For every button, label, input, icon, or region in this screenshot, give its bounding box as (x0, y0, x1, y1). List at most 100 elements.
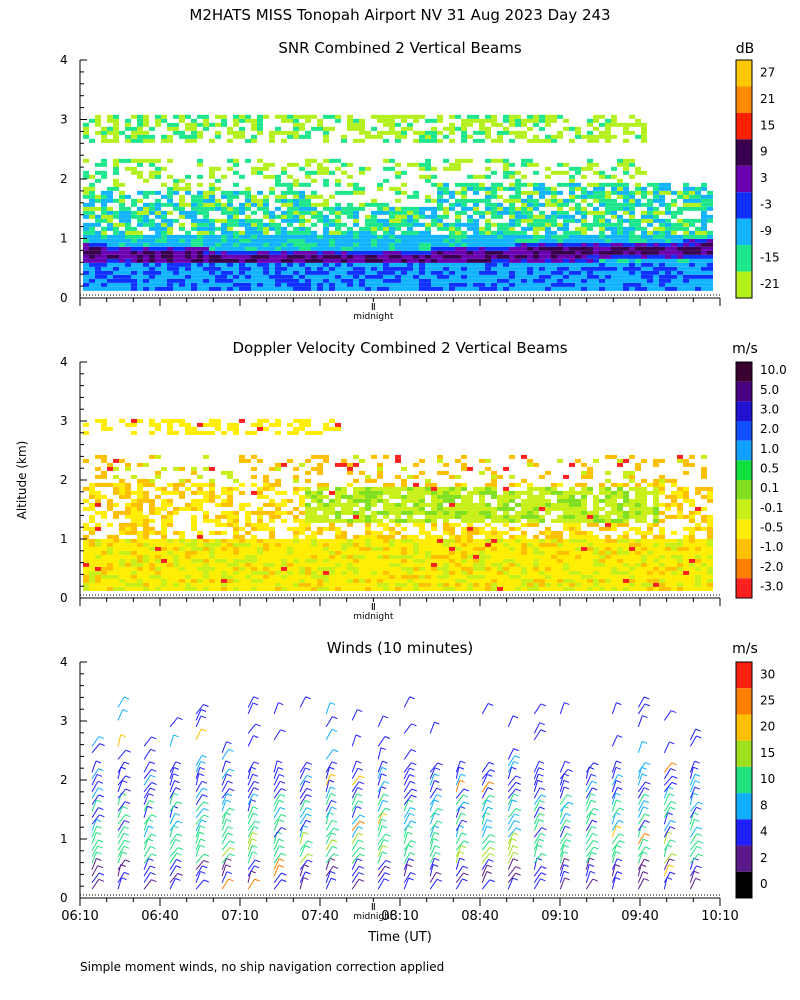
doppler-cell (533, 578, 539, 583)
snr-cell (659, 270, 665, 275)
snr-cell (299, 254, 305, 259)
snr-cell (575, 134, 581, 139)
snr-cell (113, 210, 119, 215)
snr-cell (233, 170, 239, 175)
snr-cell (239, 282, 245, 287)
doppler-cell (413, 522, 419, 527)
snr-cell (167, 242, 173, 247)
doppler-cell (395, 514, 401, 519)
snr-cell (239, 278, 245, 283)
doppler-cell (341, 502, 347, 507)
snr-cell (497, 186, 503, 191)
snr-cell (191, 134, 197, 139)
snr-cell (263, 246, 269, 251)
snr-cell (701, 186, 707, 191)
snr-cell (323, 214, 329, 219)
doppler-cell (359, 586, 365, 591)
doppler-cell (191, 502, 197, 507)
snr-cell (467, 262, 473, 267)
snr-cell (113, 166, 119, 171)
snr-cell (443, 158, 449, 163)
snr-cell (317, 194, 323, 199)
snr-cell (305, 130, 311, 135)
snr-cell (125, 274, 131, 279)
snr-cell (257, 122, 263, 127)
snr-cell (179, 118, 185, 123)
doppler-cell (317, 430, 323, 435)
snr-cell (449, 250, 455, 255)
snr-cell (551, 134, 557, 139)
snr-cell (125, 266, 131, 271)
snr-cell (371, 262, 377, 267)
snr-cell (485, 190, 491, 195)
doppler-cell (281, 518, 287, 523)
snr-cell (659, 202, 665, 207)
doppler-cell (251, 422, 257, 427)
doppler-cell (263, 510, 269, 515)
snr-cell (287, 210, 293, 215)
snr-cell (443, 238, 449, 243)
doppler-cell (437, 502, 443, 507)
snr-cell (425, 282, 431, 287)
doppler-cell (137, 530, 143, 535)
snr-cell (683, 230, 689, 235)
snr-cell (389, 254, 395, 259)
doppler-cell (455, 542, 461, 547)
doppler-cell (551, 554, 557, 559)
snr-cell (467, 254, 473, 259)
snr-cell (209, 238, 215, 243)
snr-cell (473, 234, 479, 239)
snr-cell (569, 126, 575, 131)
doppler-cell (437, 486, 443, 491)
doppler-cell (125, 490, 131, 495)
doppler-cell (299, 550, 305, 555)
doppler-cell (521, 534, 527, 539)
doppler-cell (329, 542, 335, 547)
snr-cell (461, 266, 467, 271)
snr-cell (161, 114, 167, 119)
snr-cell (455, 234, 461, 239)
snr-cell (527, 286, 533, 291)
snr-cell (539, 286, 545, 291)
snr-cell (425, 158, 431, 163)
snr-cell (335, 274, 341, 279)
doppler-cell (413, 462, 419, 467)
snr-cell (413, 254, 419, 259)
snr-cell (287, 262, 293, 267)
snr-cell (197, 222, 203, 227)
snr-cell (503, 246, 509, 251)
snr-cell (251, 270, 257, 275)
snr-cell (599, 202, 605, 207)
doppler-cell (167, 482, 173, 487)
snr-cell (143, 258, 149, 263)
doppler-cell (527, 582, 533, 587)
snr-cell (125, 222, 131, 227)
doppler-cell (539, 546, 545, 551)
doppler-cell (437, 562, 443, 567)
doppler-cell (239, 566, 245, 571)
snr-cell (323, 182, 329, 187)
snr-cell (551, 190, 557, 195)
doppler-cell (533, 506, 539, 511)
doppler-cell (431, 550, 437, 555)
snr-cell (377, 270, 383, 275)
doppler-cell (101, 546, 107, 551)
snr-cell (245, 118, 251, 123)
snr-cell (467, 214, 473, 219)
snr-cell (155, 274, 161, 279)
doppler-cell (377, 470, 383, 475)
doppler-cell (317, 518, 323, 523)
snr-cell (689, 242, 695, 247)
snr-cell (227, 278, 233, 283)
snr-cell (497, 206, 503, 211)
doppler-cell (89, 486, 95, 491)
snr-cell (587, 202, 593, 207)
snr-cell (191, 210, 197, 215)
snr-cell (539, 226, 545, 231)
snr-cell (413, 194, 419, 199)
colorbar-swatch (736, 60, 752, 87)
snr-cell (509, 286, 515, 291)
snr-cell (221, 266, 227, 271)
doppler-cell (311, 530, 317, 535)
doppler-cell (491, 558, 497, 563)
